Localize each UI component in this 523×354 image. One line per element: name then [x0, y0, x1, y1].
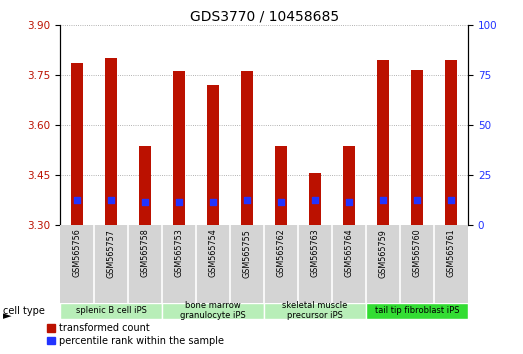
Bar	[60, 303, 162, 319]
Bar	[264, 303, 366, 319]
Text: GSM565764: GSM565764	[345, 229, 354, 277]
Text: GSM565759: GSM565759	[379, 229, 388, 278]
Point	[141, 199, 150, 205]
Text: GSM565762: GSM565762	[277, 229, 286, 278]
Bar	[343, 147, 355, 225]
Legend: transformed count, percentile rank within the sample: transformed count, percentile rank withi…	[47, 324, 224, 346]
Text: ►: ►	[3, 311, 11, 321]
Point	[107, 198, 116, 203]
Point	[209, 199, 218, 205]
Bar	[411, 70, 423, 225]
Title: GDS3770 / 10458685: GDS3770 / 10458685	[189, 10, 339, 24]
Text: GSM565757: GSM565757	[107, 229, 116, 278]
Bar	[105, 58, 117, 225]
Bar	[366, 303, 468, 319]
Point	[447, 198, 456, 203]
Text: GSM565761: GSM565761	[447, 229, 456, 277]
Point	[175, 199, 184, 205]
Point	[413, 198, 422, 203]
Point	[379, 198, 388, 203]
Bar	[173, 72, 185, 225]
Text: cell type: cell type	[3, 306, 44, 316]
Bar	[162, 303, 264, 319]
Bar	[139, 147, 151, 225]
Text: tail tip fibroblast iPS: tail tip fibroblast iPS	[375, 306, 459, 315]
Point	[73, 198, 82, 203]
Bar	[309, 173, 321, 225]
Text: GSM565754: GSM565754	[209, 229, 218, 278]
Point	[345, 199, 354, 205]
Bar	[445, 60, 457, 225]
Text: GSM565760: GSM565760	[413, 229, 422, 277]
Text: bone marrow
granulocyte iPS: bone marrow granulocyte iPS	[180, 301, 246, 320]
Text: GSM565758: GSM565758	[141, 229, 150, 278]
Text: GSM565755: GSM565755	[243, 229, 252, 278]
Bar	[241, 72, 253, 225]
Text: GSM565753: GSM565753	[175, 229, 184, 278]
Text: GSM565763: GSM565763	[311, 229, 320, 277]
Point	[311, 198, 320, 203]
Bar	[207, 85, 219, 225]
Text: skeletal muscle
precursor iPS: skeletal muscle precursor iPS	[282, 301, 348, 320]
Text: splenic B cell iPS: splenic B cell iPS	[76, 306, 146, 315]
Point	[277, 199, 286, 205]
Text: GSM565756: GSM565756	[73, 229, 82, 278]
Bar	[377, 60, 389, 225]
Bar	[275, 147, 287, 225]
Point	[243, 198, 252, 203]
Bar	[71, 63, 83, 225]
